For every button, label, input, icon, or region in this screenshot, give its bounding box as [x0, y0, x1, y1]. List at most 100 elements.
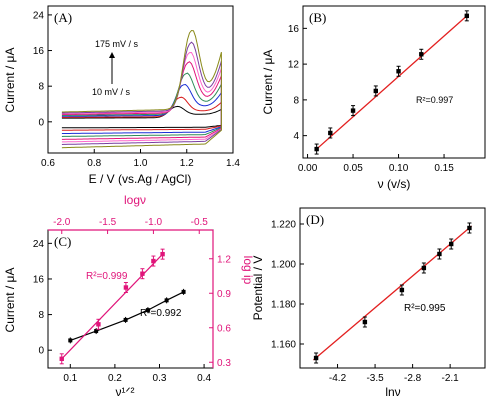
- panel-d: (D) -4.2 -3.5 -2.8 -2.1 1.160 1.180 1.200 1.220…: [251, 207, 486, 399]
- panel-c-ytick-label: 0: [38, 346, 44, 357]
- panel-a-label: (A): [54, 10, 72, 25]
- panel-b-point: [314, 146, 319, 152]
- panel-b-fit-line: [316, 15, 468, 150]
- panel-c-label: (C): [54, 234, 71, 249]
- panel-b-ytick-label: 8: [293, 95, 299, 106]
- panel-c-pink-point: [59, 356, 64, 361]
- panel-a-ticks: 0.6 0.8 1.0 1.2 1.4 0 8 16 24: [33, 10, 241, 169]
- panel-a-ytick-label: 0: [38, 117, 44, 128]
- panel-a-ytick-label: 24: [33, 10, 45, 21]
- panel-c-black-point: [94, 329, 99, 334]
- panel-d-point: [362, 319, 368, 325]
- panel-c-ytick-label: 24: [33, 239, 45, 250]
- panel-b-xtick-label: 0.00: [298, 163, 318, 174]
- panel-c-right-ytick-label: 0.6: [217, 323, 231, 334]
- panel-d-ytick-label: 1.200: [271, 260, 296, 271]
- panel-c-ytick-label: 16: [33, 274, 45, 285]
- panel-b-xlabel: ν (v/s): [378, 177, 411, 191]
- panel-d-fit-line: [312, 225, 473, 361]
- panel-a-curves: [61, 29, 222, 149]
- panel-d-point: [437, 251, 442, 257]
- panel-a-ytick-label: 8: [38, 82, 44, 93]
- panel-b-ticks: 0.00 0.05 0.10 0.15 4 8 12 16: [288, 24, 454, 174]
- panel-c-top-xtick-label: -1.0: [145, 217, 163, 228]
- panel-b-point: [350, 108, 356, 113]
- panel-b-point: [396, 69, 401, 74]
- panel-b-ylabel: Current / μA: [261, 50, 275, 115]
- panel-b-xtick-label: 0.10: [389, 163, 409, 174]
- panel-b-ytick-label: 4: [293, 131, 299, 142]
- panel-d-point: [467, 225, 472, 231]
- panel-c-black-line: [70, 291, 184, 341]
- panel-b-point: [373, 88, 378, 94]
- panel-b-point: [328, 130, 333, 136]
- panel-d-point: [313, 355, 319, 361]
- panel-b-point: [464, 13, 469, 19]
- cv-curve-50mVs: [61, 83, 222, 134]
- panel-b-point: [419, 52, 424, 57]
- panel-c-black-point: [181, 289, 186, 294]
- panel-a-xtick-label: 1.4: [226, 158, 240, 169]
- panel-c-pink-point: [140, 271, 145, 276]
- panel-a-ylabel: Current / μA: [3, 48, 17, 113]
- panel-d-point: [449, 241, 454, 247]
- cv-curve-125mVs: [61, 51, 222, 143]
- panel-d-frame: [299, 207, 486, 369]
- panel-c-pink-point: [160, 251, 165, 257]
- panel-c-top-xtick-label: -0.5: [191, 217, 209, 228]
- panel-d-xlabel: lnν: [385, 385, 400, 399]
- panel-a-xlabel: E / V (vs.Ag / AgCl): [89, 172, 192, 186]
- panel-c-ytick-label: 8: [38, 310, 44, 321]
- panel-b: (B) 0.00 0.05 0.10 0.15 4 8 12 16 R²=0.997 ν (v…: [261, 5, 486, 191]
- panel-d-ytick-label: 1.180: [271, 300, 296, 311]
- panel-d-xtick-label: -2.1: [442, 373, 460, 384]
- panel-c-ylabel: Current / μA: [3, 268, 17, 333]
- panel-c-r2-pink: R²=0.999: [86, 271, 128, 282]
- panel-c-xtick-label: 0.2: [108, 373, 122, 384]
- panel-c-top-xtick-label: -2.0: [53, 217, 71, 228]
- panel-d-r2: R²=0.995: [404, 303, 446, 314]
- panel-c-right-ytick-label: 0.3: [217, 358, 231, 369]
- panel-d-xtick-label: -2.8: [404, 373, 422, 384]
- panel-c-top-xlabel: logν: [124, 193, 146, 207]
- panel-c-pink-point: [96, 322, 101, 327]
- panel-a-xtick-label: 1.0: [134, 158, 148, 169]
- panel-c-xtick-label: 0.3: [153, 373, 167, 384]
- panel-d-point: [421, 265, 427, 271]
- panel-d-ticks: -4.2 -3.5 -2.8 -2.1 1.160 1.180 1.200 1.220: [271, 220, 459, 385]
- panel-c-black-point: [68, 338, 73, 343]
- panel-b-xtick-label: 0.05: [343, 163, 363, 174]
- panel-a-xtick-label: 0.8: [87, 158, 101, 169]
- panel-c-r2-black: R²=0.992: [140, 308, 182, 319]
- panel-c-black-point: [164, 298, 169, 303]
- panel-b-r2: R²=0.997: [416, 95, 453, 105]
- panel-c-ticks: 0.1 0.2 0.3 0.4 0 8 16 24 -2.0 -1.5 -1.0 -0.5 0.3 0.6…: [33, 217, 231, 384]
- cv-curve-175mVs: [61, 29, 222, 149]
- panel-c-xlabel: ν¹ᐟ²: [115, 385, 134, 399]
- panel-a-xtick-label: 0.6: [41, 158, 55, 169]
- panel-c-plot: [59, 248, 186, 365]
- panel-d-xtick-label: -4.2: [329, 373, 347, 384]
- panel-d-label: (D): [306, 212, 324, 227]
- panel-b-ytick-label: 16: [288, 24, 300, 35]
- panel-d-ytick-label: 1.220: [271, 220, 296, 231]
- panel-c-top-xtick-label: -1.5: [99, 217, 117, 228]
- panel-a-xtick-label: 1.2: [180, 158, 194, 169]
- panel-b-plot: [314, 10, 469, 155]
- panel-a-arrow-head: [109, 52, 115, 58]
- panel-d-ylabel: Potential / V: [251, 256, 265, 321]
- panel-c-right-ytick-label: 0.9: [217, 289, 231, 300]
- panel-c-pink-line: [61, 253, 164, 360]
- panel-a-annotation-bottom: 10 mV / s: [92, 87, 131, 97]
- panel-a-ytick-label: 16: [33, 46, 45, 57]
- panel-c-pink-point: [151, 258, 156, 264]
- panel-d-point: [399, 287, 405, 293]
- panel-d-plot: [312, 222, 473, 364]
- panel-b-ytick-label: 12: [288, 60, 300, 71]
- panel-d-ytick-label: 1.160: [271, 340, 296, 351]
- panel-a: (A) 0.6 0.8 1.0 1.2 1.4 0 8 16 24 175 mV / s 10 …: [3, 5, 241, 186]
- panel-a-annotation-top: 175 mV / s: [95, 39, 139, 49]
- panel-b-xtick-label: 0.15: [434, 163, 454, 174]
